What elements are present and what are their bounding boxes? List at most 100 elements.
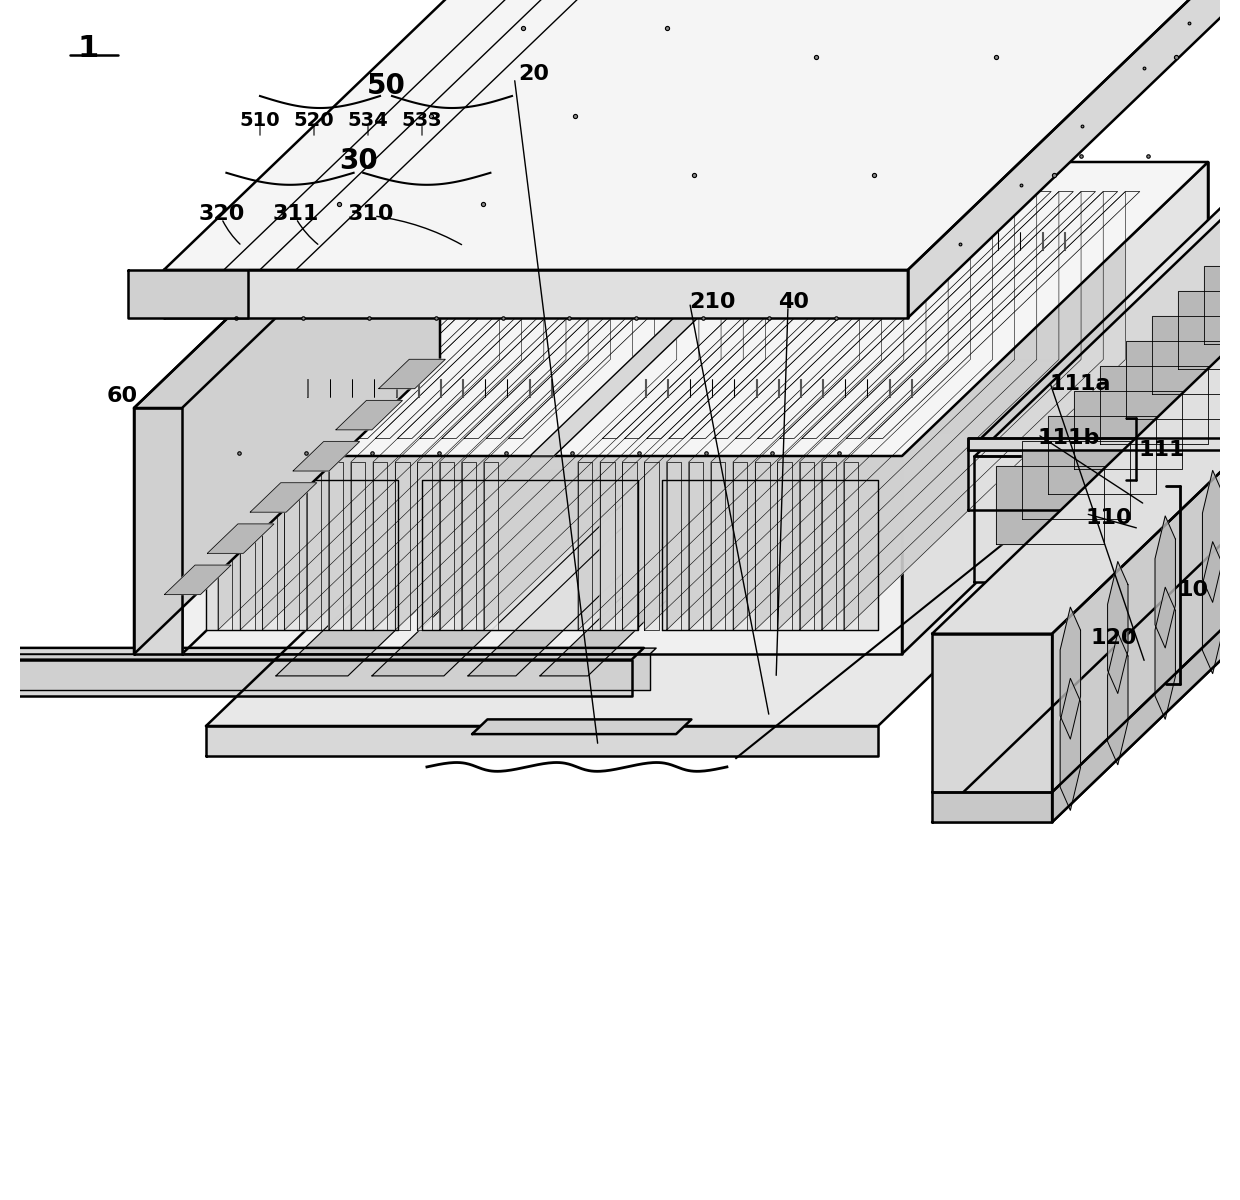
Polygon shape — [218, 192, 500, 630]
Polygon shape — [645, 462, 658, 630]
Polygon shape — [733, 192, 1014, 630]
Polygon shape — [284, 462, 299, 630]
Polygon shape — [777, 462, 792, 630]
Polygon shape — [1095, 210, 1240, 582]
Polygon shape — [1203, 541, 1223, 673]
Polygon shape — [932, 634, 1052, 792]
Text: 320: 320 — [198, 204, 244, 223]
Polygon shape — [625, 192, 897, 438]
Polygon shape — [1178, 290, 1240, 368]
Polygon shape — [351, 192, 632, 630]
Polygon shape — [755, 462, 770, 630]
Polygon shape — [284, 192, 565, 630]
Polygon shape — [396, 462, 409, 630]
Polygon shape — [713, 192, 985, 438]
Polygon shape — [439, 192, 720, 630]
Text: 60: 60 — [107, 386, 138, 406]
Polygon shape — [711, 462, 725, 630]
Polygon shape — [578, 462, 593, 630]
Polygon shape — [306, 462, 321, 630]
Polygon shape — [800, 192, 1081, 630]
Polygon shape — [241, 192, 522, 630]
Polygon shape — [777, 192, 1059, 630]
Polygon shape — [398, 192, 670, 438]
Polygon shape — [647, 192, 919, 438]
Polygon shape — [802, 192, 1074, 438]
Text: 520: 520 — [294, 110, 335, 130]
Polygon shape — [1152, 316, 1240, 394]
Polygon shape — [206, 432, 1184, 726]
Text: 50: 50 — [367, 72, 405, 101]
Polygon shape — [822, 192, 1104, 630]
Polygon shape — [932, 792, 1052, 822]
Polygon shape — [868, 192, 1140, 438]
Polygon shape — [218, 462, 232, 630]
Polygon shape — [182, 162, 489, 654]
Polygon shape — [250, 482, 316, 512]
Polygon shape — [134, 114, 440, 654]
Polygon shape — [1048, 416, 1156, 494]
Polygon shape — [264, 192, 536, 438]
Polygon shape — [263, 192, 544, 630]
Text: 311: 311 — [273, 204, 319, 223]
Polygon shape — [529, 162, 861, 456]
Polygon shape — [735, 192, 1007, 438]
Text: 20: 20 — [518, 65, 549, 84]
Polygon shape — [1107, 562, 1128, 694]
Polygon shape — [901, 162, 1208, 654]
Polygon shape — [600, 462, 615, 630]
Polygon shape — [263, 462, 277, 630]
Polygon shape — [165, 565, 231, 594]
Text: 310: 310 — [347, 204, 393, 223]
Polygon shape — [182, 162, 1208, 456]
Text: 111a: 111a — [1049, 374, 1111, 394]
Polygon shape — [376, 192, 647, 438]
Polygon shape — [489, 162, 1208, 360]
Polygon shape — [329, 192, 610, 630]
Text: 10: 10 — [1178, 581, 1209, 600]
Polygon shape — [667, 192, 949, 630]
Text: 30: 30 — [339, 146, 378, 175]
Polygon shape — [975, 210, 1240, 456]
Polygon shape — [1126, 341, 1234, 419]
Polygon shape — [461, 192, 743, 630]
Polygon shape — [128, 270, 248, 318]
Polygon shape — [351, 462, 366, 630]
Text: 111: 111 — [1138, 440, 1185, 460]
Polygon shape — [0, 654, 650, 690]
Polygon shape — [439, 462, 454, 630]
Polygon shape — [134, 114, 489, 408]
Polygon shape — [846, 192, 1117, 438]
Polygon shape — [1203, 470, 1223, 602]
Polygon shape — [1052, 510, 1240, 822]
Polygon shape — [932, 540, 1240, 822]
Polygon shape — [422, 480, 639, 630]
Polygon shape — [309, 192, 580, 438]
Text: 120: 120 — [1090, 629, 1137, 648]
Text: 533: 533 — [402, 110, 443, 130]
Polygon shape — [688, 192, 970, 630]
Polygon shape — [353, 192, 625, 438]
Polygon shape — [1022, 440, 1130, 518]
Polygon shape — [1238, 192, 1240, 252]
Polygon shape — [1154, 587, 1176, 719]
Polygon shape — [578, 192, 859, 630]
Polygon shape — [206, 726, 878, 756]
Polygon shape — [844, 192, 1126, 630]
Polygon shape — [1052, 352, 1240, 792]
Polygon shape — [472, 719, 692, 734]
Polygon shape — [293, 442, 360, 470]
Polygon shape — [286, 192, 558, 438]
Polygon shape — [622, 192, 904, 630]
Polygon shape — [373, 462, 387, 630]
Polygon shape — [603, 192, 874, 438]
Polygon shape — [508, 192, 780, 438]
Text: 40: 40 — [779, 293, 810, 312]
Polygon shape — [539, 470, 802, 676]
Polygon shape — [1074, 391, 1182, 469]
Polygon shape — [711, 192, 992, 630]
Polygon shape — [486, 192, 758, 438]
Polygon shape — [1204, 266, 1240, 344]
Polygon shape — [822, 462, 836, 630]
Polygon shape — [622, 462, 636, 630]
